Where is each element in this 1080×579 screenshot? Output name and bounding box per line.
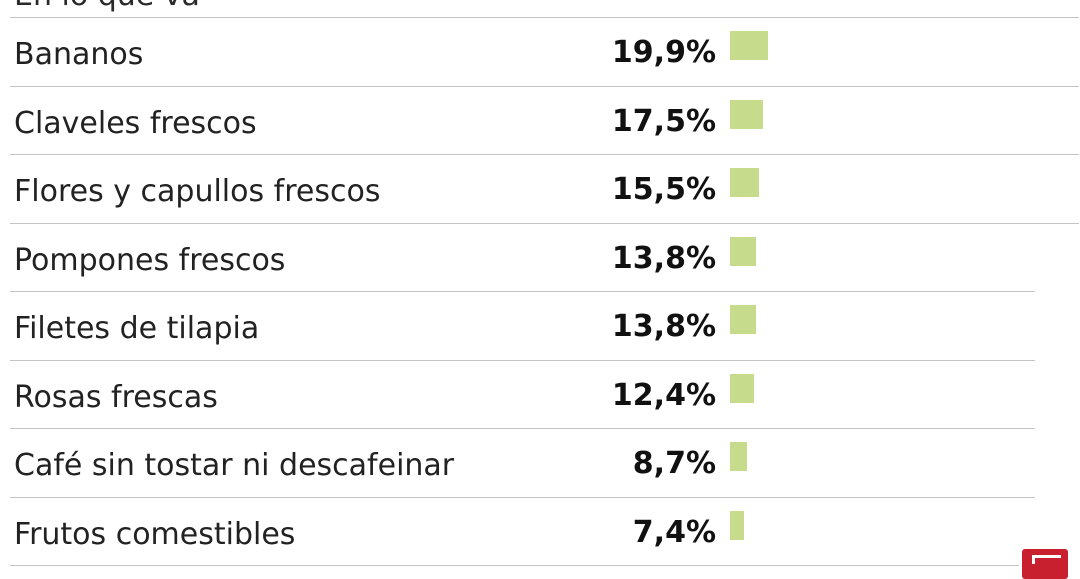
category-label: Rosas frescas — [14, 379, 218, 415]
value-label: 19,9% — [611, 35, 716, 70]
bar — [730, 510, 744, 540]
row-divider — [10, 85, 1079, 87]
bar — [730, 236, 756, 266]
category-label: Claveles frescos — [14, 105, 257, 141]
row-divider — [10, 359, 1035, 361]
value-label: 7,4% — [632, 514, 716, 550]
category-label: Café sin tostar ni descafeinar — [14, 448, 455, 483]
row-divider — [10, 496, 1035, 498]
value-label: 8,7% — [632, 446, 716, 481]
value-label: 15,5% — [611, 172, 716, 207]
lr-logo-icon — [1022, 549, 1068, 579]
bar — [730, 442, 747, 471]
bar-chart: Bananos 19,9% Claveles frescos 17,5% Flores … — [0, 17, 1080, 566]
bar — [730, 305, 756, 334]
table-row: Rosas frescas 12,4% — [0, 359, 1080, 428]
row-divider — [10, 428, 1035, 429]
bar — [730, 168, 759, 197]
row-divider — [10, 291, 1035, 292]
row-divider — [10, 17, 1079, 18]
chart-title-partial: En lo que va — [14, 0, 200, 13]
category-label: Filetes de tilapia — [14, 311, 260, 346]
table-row: Bananos 19,9% — [0, 17, 1080, 85]
category-label: Bananos — [14, 37, 144, 72]
row-divider — [10, 154, 1079, 155]
bar — [730, 373, 754, 403]
table-row: Frutos comestibles 7,4% — [0, 496, 1080, 565]
category-label: Frutos comestibles — [14, 516, 296, 552]
bar — [730, 99, 763, 129]
row-divider — [10, 565, 1019, 566]
row-divider — [10, 222, 1079, 224]
table-row: Pompones frescos 13,8% — [0, 222, 1080, 291]
bar — [730, 31, 768, 60]
value-label: 12,4% — [611, 377, 716, 413]
table-row: Filetes de tilapia 13,8% — [0, 291, 1080, 359]
table-row: Flores y capullos frescos 15,5% — [0, 154, 1080, 222]
category-label: Flores y capullos frescos — [14, 174, 381, 209]
category-label: Pompones frescos — [14, 242, 286, 278]
table-row: Claveles frescos 17,5% — [0, 85, 1080, 154]
value-label: 13,8% — [611, 309, 716, 344]
value-label: 17,5% — [611, 103, 716, 139]
value-label: 13,8% — [611, 240, 716, 276]
table-row: Café sin tostar ni descafeinar 8,7% — [0, 428, 1080, 496]
